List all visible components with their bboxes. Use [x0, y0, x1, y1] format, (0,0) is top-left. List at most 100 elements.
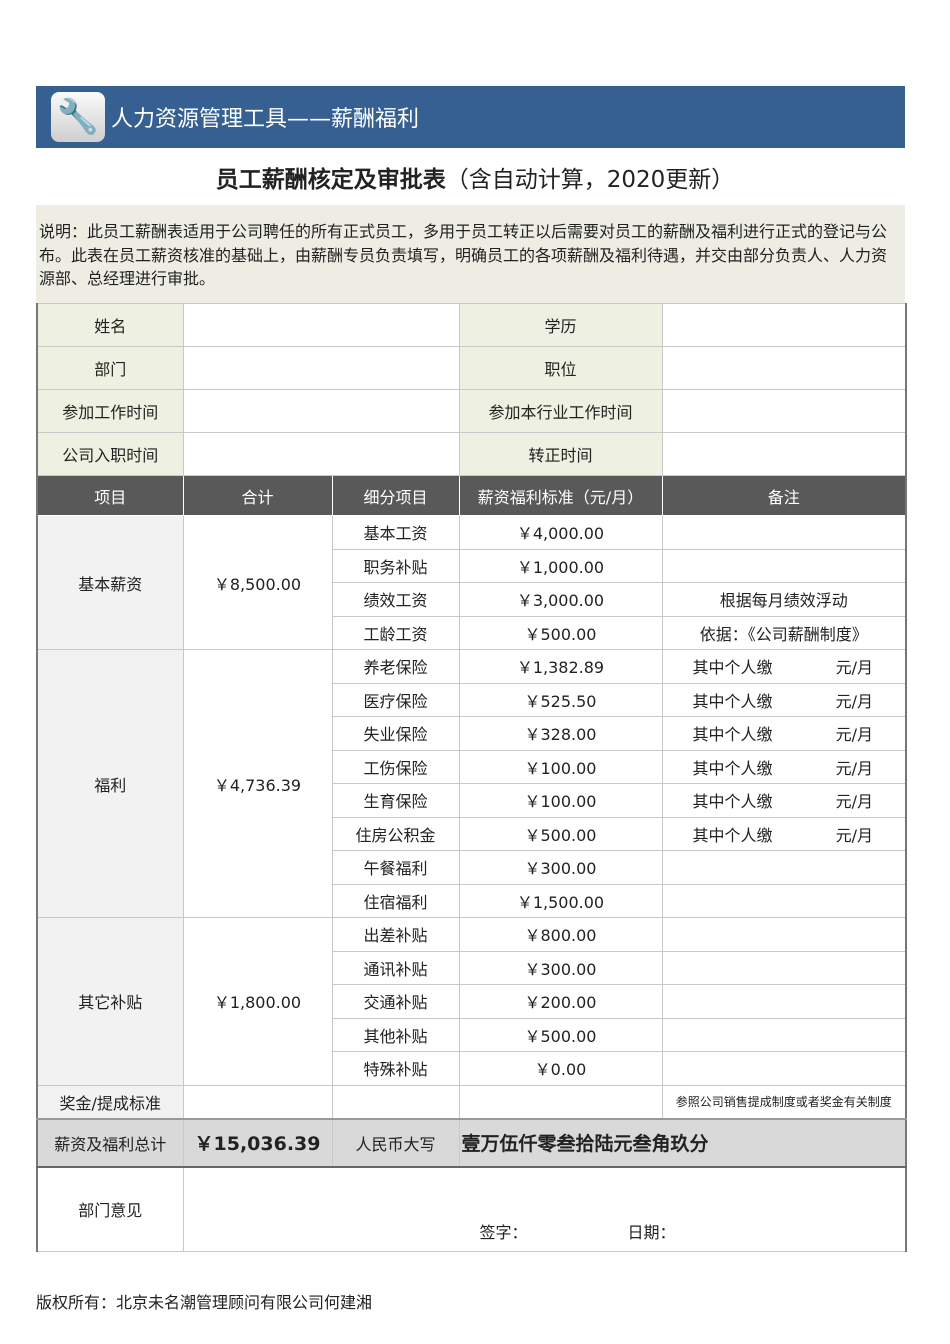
table-row: 失业保险 ￥328.00 其中个人缴 元/月 [37, 716, 907, 751]
item-standard: ￥0.00 [458, 1051, 663, 1086]
info-label: 姓名 [36, 303, 184, 347]
info-value-field[interactable] [182, 346, 460, 390]
copyright: 版权所有：北京未名潮管理顾问有限公司何建湘 [36, 1293, 373, 1312]
item-standard: ￥200.00 [458, 984, 663, 1019]
bonus-row: 奖金/提成标准 参照公司销售提成制度或者奖金有关制度 [36, 1084, 907, 1119]
group-name: 福利 [36, 649, 184, 918]
item-name: 工伤保险 [331, 749, 460, 784]
description: 说明：此员工薪酬表适用于公司聘任的所有正式员工，多用于员工转正以后需要对员工的薪… [36, 205, 905, 303]
info-value-field[interactable] [661, 346, 907, 390]
bonus-value[interactable] [182, 1084, 333, 1119]
info-value-field[interactable] [661, 303, 907, 347]
sign-label: 签字： [479, 1223, 528, 1243]
item-standard: ￥1,000.00 [458, 548, 663, 583]
group-name: 基本薪资 [36, 515, 184, 650]
info-value-field[interactable] [661, 389, 907, 433]
item-name: 其他补贴 [331, 1017, 460, 1052]
date-label: 日期： [627, 1223, 676, 1243]
personal-contribution-label: 其中个人缴 [692, 691, 773, 711]
table-row: 特殊补贴 ￥0.00 [37, 1051, 907, 1086]
item-name: 工龄工资 [331, 615, 460, 650]
item-note: 其中个人缴 元/月 [661, 783, 907, 818]
table-row: 医疗保险 ￥525.50 其中个人缴 元/月 [37, 682, 907, 717]
personal-contribution-label: 其中个人缴 [692, 792, 773, 812]
unit-label: 元/月 [835, 691, 873, 711]
info-value-field[interactable] [182, 303, 460, 347]
info-value-field[interactable] [182, 432, 460, 476]
item-note [661, 548, 907, 583]
unit-label: 元/月 [835, 725, 873, 745]
item-note [661, 850, 907, 885]
item-name: 交通补贴 [331, 984, 460, 1019]
item-note [661, 515, 907, 550]
wrench-icon: 🔧 [51, 92, 105, 142]
unit-label: 元/月 [835, 758, 873, 778]
item-name: 养老保险 [331, 649, 460, 684]
column-header: 备注 [661, 475, 907, 516]
bonus-label: 奖金/提成标准 [36, 1084, 184, 1119]
table-row: 工伤保险 ￥100.00 其中个人缴 元/月 [37, 749, 907, 784]
item-standard: ￥1,500.00 [458, 883, 663, 918]
item-standard: ￥500.00 [458, 1017, 663, 1052]
item-standard: ￥100.00 [458, 783, 663, 818]
salary-table: 姓名 学历 部门 职位 参加工作时间 参加本行业工作时间 公司入职时间 转正时间 项目 合计 细分项… [36, 303, 907, 1252]
opinion-field[interactable]: 签字： 日期： [182, 1166, 907, 1252]
column-header: 细分项目 [331, 475, 460, 516]
item-name: 失业保险 [331, 716, 460, 751]
info-label: 学历 [458, 303, 663, 347]
item-note [661, 1051, 907, 1086]
info-label: 参加工作时间 [36, 389, 184, 433]
item-name: 基本工资 [331, 515, 460, 550]
personal-contribution-label: 其中个人缴 [692, 758, 773, 778]
item-standard: ￥100.00 [458, 749, 663, 784]
column-header: 项目 [36, 475, 184, 516]
item-note: 其中个人缴 元/月 [661, 716, 907, 751]
table-row: 基本薪资 ￥8,500.00 基本工资 ￥4,000.00 [36, 515, 907, 650]
info-label: 公司入职时间 [36, 432, 184, 476]
info-label: 职位 [458, 346, 663, 390]
item-name: 出差补贴 [331, 917, 460, 952]
item-standard: ￥3,000.00 [458, 582, 663, 617]
item-standard: ￥300.00 [458, 950, 663, 985]
title-main: 员工薪酬核定及审批表 [215, 167, 446, 193]
item-name: 职务补贴 [331, 548, 460, 583]
item-note [661, 984, 907, 1019]
table-header: 项目 合计 细分项目 薪资福利标准（元/月） 备注 [36, 475, 907, 516]
group-total: ￥1,800.00 [182, 917, 333, 1086]
item-note: 根据每月绩效浮动 [661, 582, 907, 617]
item-standard: ￥500.00 [458, 816, 663, 851]
personal-contribution-label: 其中个人缴 [692, 725, 773, 745]
table-row: 其它补贴 ￥1,800.00 出差补贴 ￥800.00 [36, 917, 907, 1086]
item-note: 其中个人缴 元/月 [661, 749, 907, 784]
item-name: 特殊补贴 [331, 1051, 460, 1086]
item-standard: ￥500.00 [458, 615, 663, 650]
banner-title: 人力资源管理工具——薪酬福利 [111, 107, 420, 132]
info-value-field[interactable] [661, 432, 907, 476]
bonus-item[interactable] [331, 1084, 460, 1119]
group-total: ￥8,500.00 [182, 515, 333, 650]
item-standard: ￥328.00 [458, 716, 663, 751]
item-name: 生育保险 [331, 783, 460, 818]
column-header: 合计 [182, 475, 333, 516]
table-row: 生育保险 ￥100.00 其中个人缴 元/月 [37, 783, 907, 818]
table-row: 住宿福利 ￥1,500.00 [37, 883, 907, 918]
item-note: 其中个人缴 元/月 [661, 649, 907, 684]
page-title: 员工薪酬核定及审批表（含自动计算，2020更新） [0, 160, 950, 194]
table-row: 福利 ￥4,736.39 养老保险 ￥1,382.89 其中个人缴 元/月 [36, 649, 907, 918]
total-label: 薪资及福利总计 [36, 1117, 184, 1168]
item-standard: ￥1,382.89 [458, 649, 663, 684]
info-row: 公司入职时间 转正时间 [36, 432, 907, 476]
item-name: 通讯补贴 [331, 950, 460, 985]
item-name: 绩效工资 [331, 582, 460, 617]
item-standard: ￥525.50 [458, 682, 663, 717]
rmb-amount: 壹万伍仟零叁拾陆元叁角玖分 [458, 1117, 907, 1168]
info-label: 参加本行业工作时间 [458, 389, 663, 433]
table-row: 午餐福利 ￥300.00 [37, 850, 907, 885]
item-note: 其中个人缴 元/月 [661, 816, 907, 851]
item-name: 住房公积金 [331, 816, 460, 851]
table-row: 职务补贴 ￥1,000.00 [37, 548, 907, 583]
group-total: ￥4,736.39 [182, 649, 333, 918]
bonus-standard[interactable] [458, 1084, 663, 1119]
unit-label: 元/月 [835, 658, 873, 678]
info-value-field[interactable] [182, 389, 460, 433]
